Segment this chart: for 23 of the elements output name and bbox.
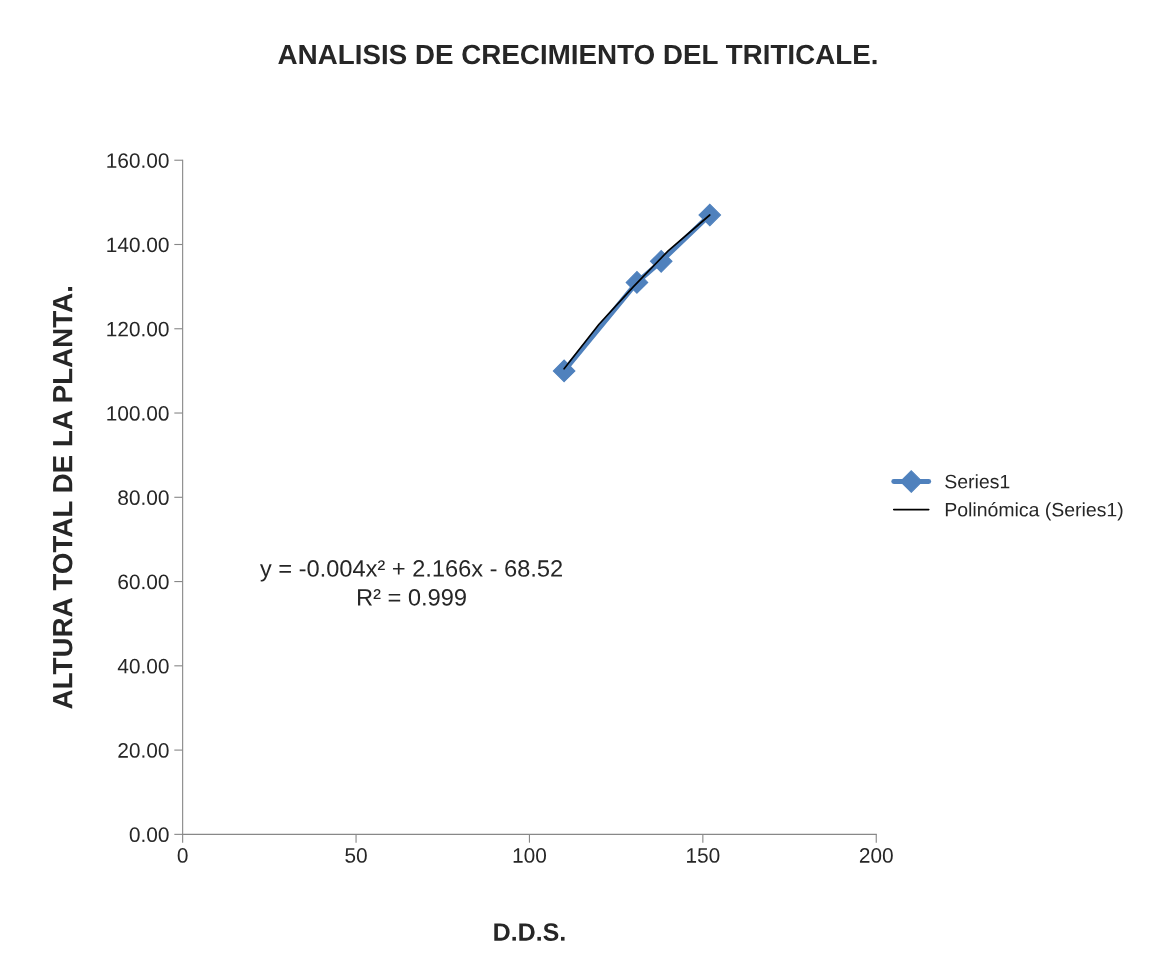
- point: [552, 359, 576, 383]
- annotation: R² = 0.999: [358, 588, 466, 606]
- y-tick-label: 120.00: [107, 321, 169, 337]
- x-tick-label: 100: [513, 848, 547, 863]
- legend-label: Series1: [945, 474, 1010, 489]
- y-tick-label: 0.00: [129, 827, 169, 843]
- point: [698, 203, 722, 227]
- y-tick-label: 100.00: [107, 406, 169, 421]
- x-axis-title: D.D.S.: [494, 923, 565, 941]
- legend-label: Polinómica (Series1): [945, 502, 1123, 521]
- y-tick-label: 140.00: [107, 237, 169, 253]
- y-tick-label: 20.00: [118, 743, 169, 758]
- x-tick-label: 150: [687, 848, 720, 863]
- annotation: y = -0.004x² + 2.166x - 68.52: [260, 560, 562, 582]
- y-tick-label: 80.00: [118, 490, 169, 506]
- y-tick-label: 160.00: [107, 153, 169, 168]
- x-tick-label: 50: [345, 848, 367, 863]
- chart-title: ANALISIS DE CRECIMIENTO DEL TRITICALE.: [278, 44, 877, 65]
- x-tick-label: 0: [177, 848, 188, 863]
- y-axis-title: ALTURA TOTAL DE LA PLANTA.: [52, 287, 73, 709]
- x-tick-label: 200: [859, 848, 893, 863]
- y-tick-label: 40.00: [117, 658, 169, 674]
- y-tick-label: 60.00: [118, 574, 169, 590]
